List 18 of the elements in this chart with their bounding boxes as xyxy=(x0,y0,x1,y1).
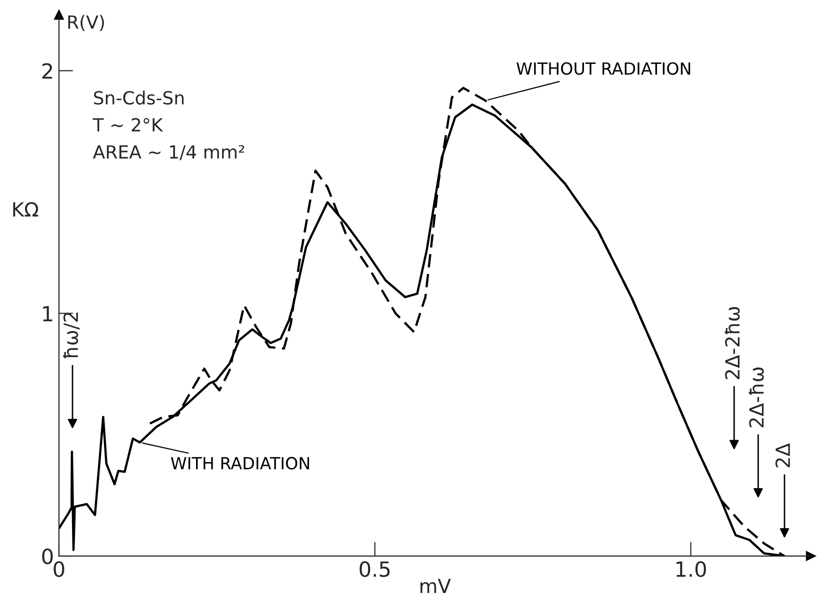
y-tick-label: 2 xyxy=(42,63,52,79)
annotation: 2Δ-2ħω xyxy=(724,306,740,380)
annotation: T ~ 2°K xyxy=(92,118,164,132)
x-tick-label: 0.5 xyxy=(360,561,390,578)
x-tick-label: 0 xyxy=(54,561,64,578)
annotation: 2Δ xyxy=(775,443,790,468)
y-axis-title: KΩ xyxy=(13,202,38,216)
annotation: ħω/2 xyxy=(63,312,80,358)
annotation: AREA ~ 1/4 mm² xyxy=(92,145,244,160)
y-tick-label: 1 xyxy=(43,306,52,322)
legend-label: WITH RADIATION xyxy=(170,456,310,470)
x-axis-title: mV xyxy=(420,578,451,594)
x-tick-label: 1.0 xyxy=(676,561,706,578)
y-tick-label: 0 xyxy=(42,548,53,564)
annotation: 2Δ-ħω xyxy=(748,368,764,428)
annotation: R(V) xyxy=(68,14,104,31)
text: WITHOUT RADIATION xyxy=(516,62,690,75)
annotation: Sn-Cds-Sn xyxy=(94,90,184,105)
